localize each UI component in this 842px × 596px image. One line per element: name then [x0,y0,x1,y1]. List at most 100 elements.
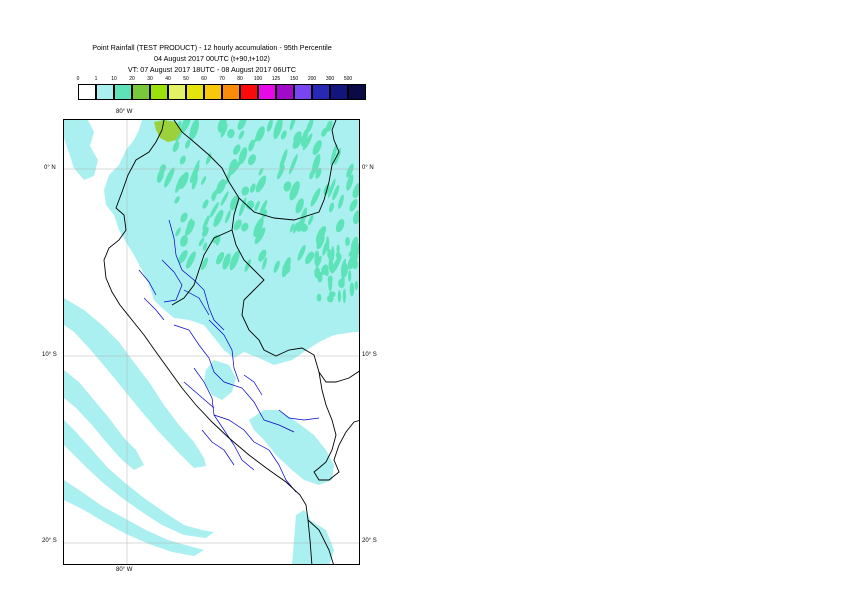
colorbar-threshold-label: 30 [147,76,153,82]
rain-moderate-cell [273,120,283,139]
rain-moderate-cell [273,260,280,273]
rain-moderate-cell [233,144,241,155]
rain-moderate-cell [338,278,345,288]
rain-moderate-cell [202,226,209,238]
rain-moderate-cell [254,129,261,143]
rain-moderate-cell [345,237,350,246]
rain-moderate-cell [255,175,267,193]
rain-moderate-cell [324,268,329,277]
rain-moderate-cell [325,236,330,252]
rain-moderate-cell [332,184,340,201]
rain-moderate-cell [341,262,348,277]
rain-moderate-cell [237,120,247,130]
rain-moderate-cell [259,200,268,215]
rain-moderate-cell [314,266,321,279]
rain-moderate-cell [346,174,354,191]
colorbar-swatch [114,84,132,100]
rain-moderate-cell [334,148,342,165]
rain-moderate-cell [178,250,188,264]
colorbar-threshold-label: 300 [325,76,335,82]
rain-moderate-cell [328,291,336,298]
rain-moderate-cell [306,120,314,134]
rain-moderate-cell [241,186,250,196]
rain-moderate-cell [327,178,336,198]
rain-moderate-cell [216,235,221,246]
map-title: Point Rainfall (TEST PRODUCT) - 12 hourl… [92,43,332,52]
rain-moderate-cell [258,167,264,176]
longitude-label-bottom: 80° W [116,567,133,573]
rain-field-heavy [154,120,182,142]
rain-moderate-cell [248,139,255,152]
latitude-label-20-right: 20° S [362,538,377,544]
rain-moderate-cell [289,181,300,201]
rain-moderate-cell [172,140,180,153]
colorbar-threshold-label: 20 [129,76,135,82]
colorbar-swatch [168,84,186,100]
map-subtitle-valid-time: VT: 07 August 2017 18UTC - 08 August 201… [127,65,297,74]
rain-moderate-cell [337,290,342,303]
rain-moderate-cell [222,253,231,270]
rain-moderate-cell [213,209,224,227]
rainfall-map[interactable] [63,119,360,565]
rain-moderate-cell [348,270,352,282]
colorbar-threshold-label: 100 [253,76,263,82]
rain-moderate-cell [281,257,291,278]
colorbar-threshold-label: 50 [183,76,189,82]
rain-moderate-cell [219,120,227,133]
rain-moderate-cell [246,200,255,210]
rain-moderate-cell [180,212,188,223]
colorbar-swatch [204,84,222,100]
colorbar-threshold-label: 0 [76,76,80,82]
colorbar-threshold-label: 500 [343,76,353,82]
rain-moderate-cell [336,244,340,253]
rain-moderate-cell [348,249,354,257]
colorbar-threshold-label: 125 [271,76,281,82]
rain-moderate-cell [241,222,249,232]
rain-moderate-cell [302,133,313,151]
rain-moderate-cell [309,169,315,180]
colorbar-threshold-label: 150 [289,76,299,82]
rain-moderate-cell [227,129,235,139]
rain-moderate-cell [174,196,180,204]
colorbar-swatch [96,84,114,100]
rain-moderate-cell [316,293,322,302]
rain-moderate-cell [233,219,242,231]
colorbar-threshold-label: 200 [307,76,317,82]
rain-moderate-cell [229,250,240,271]
rain-moderate-cell [249,183,256,193]
rain-moderate-cell [201,176,207,185]
rain-moderate-cell [235,158,242,172]
rain-moderate-cell [308,214,314,226]
rain-moderate-cell [351,259,358,270]
rain-moderate-cell [216,179,226,194]
rain-moderate-cell [225,209,231,224]
rain-moderate-cell [300,223,309,232]
rain-moderate-cell [308,251,315,260]
rain-moderate-cell [180,120,191,134]
rain-field-moderate [156,120,359,304]
colorbar-swatch [150,84,168,100]
rain-moderate-cell [289,120,296,131]
rain-moderate-cell [327,248,332,259]
rain-moderate-cell [316,237,323,249]
colorbar-threshold-label: 70 [219,76,225,82]
rain-moderate-cell [198,237,205,247]
rain-moderate-cell [297,244,306,261]
rain-moderate-cell [280,130,287,140]
rain-moderate-cell [254,200,260,212]
colorbar-swatch [276,84,294,100]
rain-moderate-cell [184,220,195,236]
rain-moderate-cell [202,215,210,231]
rain-moderate-cell [180,235,188,247]
rain-moderate-cell [187,218,193,229]
rain-moderate-cell [312,140,322,155]
rain-moderate-cell [315,167,322,179]
rain-moderate-cell [350,236,359,252]
rain-moderate-cell [200,257,209,270]
rain-moderate-cell [283,181,292,192]
colorbar-threshold-label: 80 [237,76,243,82]
rain-moderate-cell [238,130,245,140]
map-subtitle-run: 04 August 2017 00UTC (t+90,t+102) [154,54,270,63]
rain-moderate-cell [202,199,209,209]
rain-moderate-cell [338,194,344,209]
